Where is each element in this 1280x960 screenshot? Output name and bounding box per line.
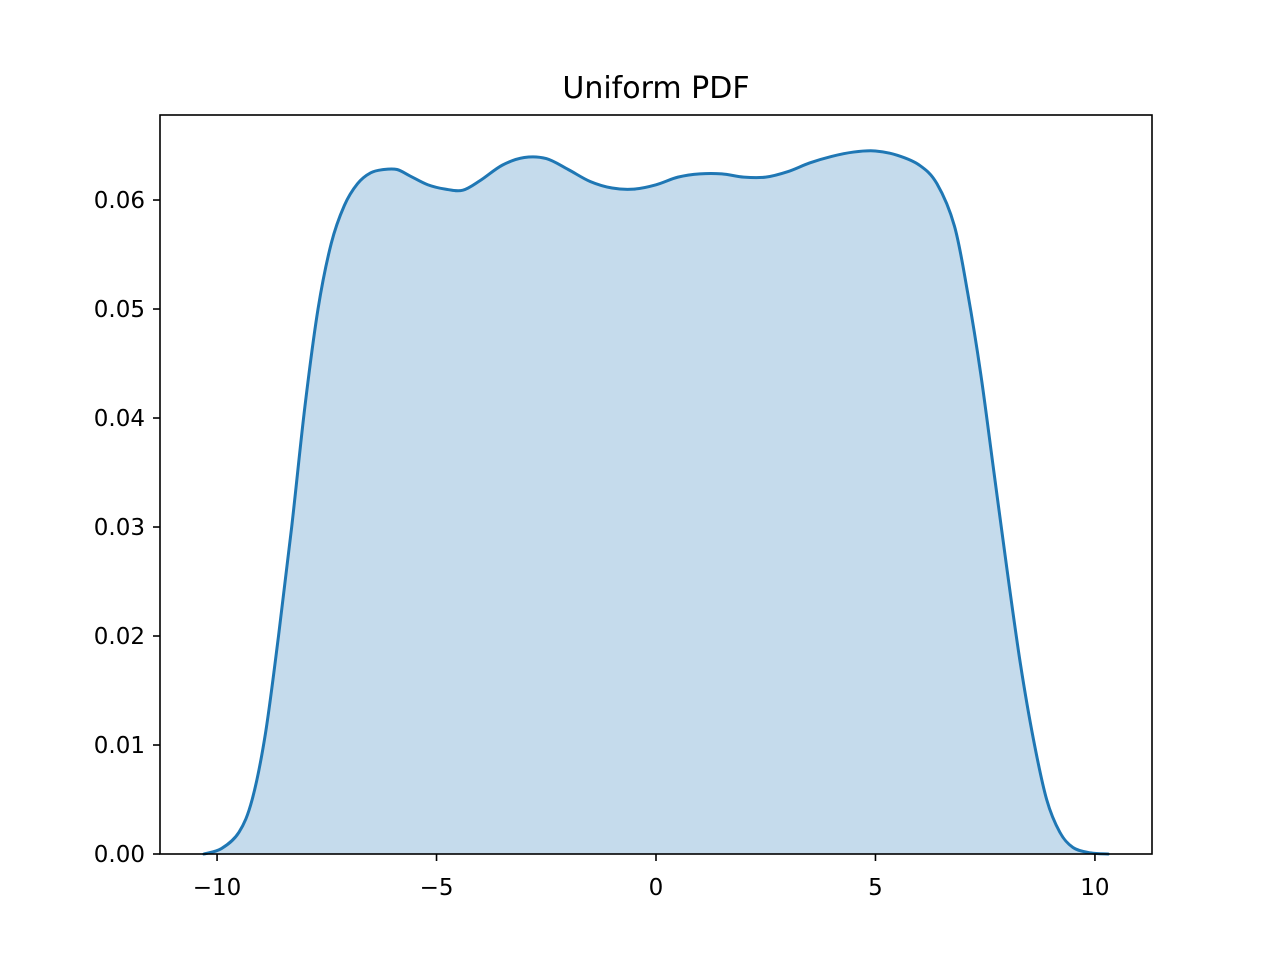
x-tick-label: −5 [420, 875, 454, 901]
y-tick-label: 0.02 [94, 624, 145, 650]
y-tick-label: 0.05 [94, 297, 145, 323]
y-axis: 0.00 0.01 0.02 0.03 0.04 0.05 0.06 [94, 188, 160, 868]
y-tick-label: 0.01 [94, 733, 145, 759]
x-tick-label: 5 [868, 875, 883, 901]
x-axis: −10 −5 0 5 10 [193, 854, 1110, 901]
y-tick-label: 0.04 [94, 406, 145, 432]
x-tick-label: −10 [193, 875, 242, 901]
y-tick-label: 0.06 [94, 188, 145, 214]
y-tick-label: 0.03 [94, 515, 145, 541]
density-line [202, 149, 1110, 856]
density-fill-area [203, 150, 1109, 854]
x-tick-label: 0 [649, 875, 664, 901]
plot-area [202, 149, 1110, 856]
y-tick-label: 0.00 [94, 842, 145, 868]
x-tick-label: 10 [1080, 875, 1109, 901]
chart-title: Uniform PDF [562, 71, 749, 106]
